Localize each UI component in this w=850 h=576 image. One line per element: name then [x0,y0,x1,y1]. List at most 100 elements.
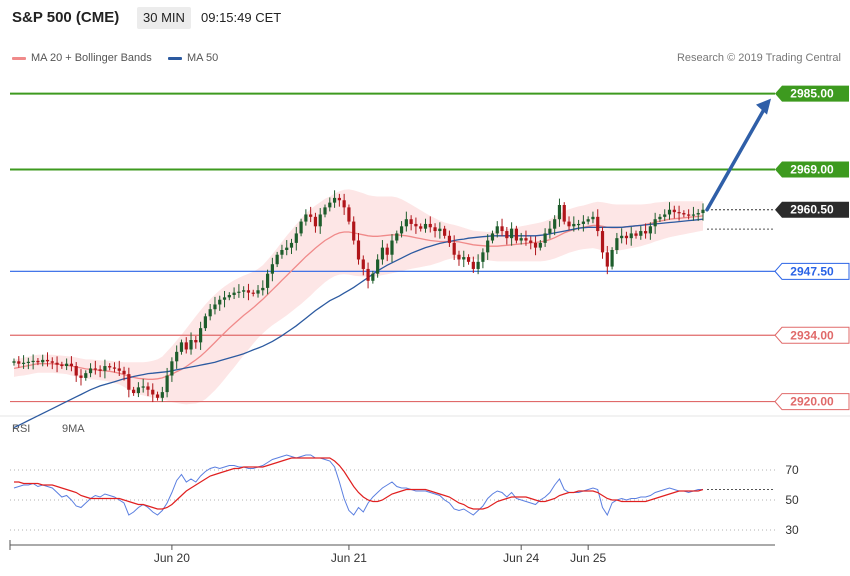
candle [505,227,509,245]
candle-body [17,361,21,364]
candle [356,232,361,265]
candle-body [615,238,619,250]
instrument-title: S&P 500 (CME) [12,9,120,26]
candle [313,212,318,233]
ma20-label: MA 20 + Bollinger Bands [31,52,152,64]
candle [232,287,236,300]
candle-body [194,340,198,343]
candle-body [452,242,456,255]
candle [347,204,351,225]
x-tick-label: Jun 20 [154,551,190,565]
candle-body [356,240,361,260]
candle-body [529,240,533,243]
candle-body [591,216,595,220]
timeframe-selector[interactable]: 30 MIN [137,7,191,29]
candle [466,254,471,265]
candle [495,221,499,238]
candle-body [31,360,35,363]
candle [658,214,662,223]
candle [653,212,657,234]
candle [98,365,102,378]
candle-body [88,368,93,374]
candle-body [122,370,126,375]
candle-body [443,228,447,236]
candle [605,245,609,275]
candle [69,356,74,372]
level-label-pivot: 2947.50 [774,262,850,280]
x-tick-label: Jun 25 [570,551,606,565]
candle-body [620,235,624,239]
candle [548,221,552,239]
candle [648,222,652,240]
candle [696,209,700,221]
x-tick-label: Jun 24 [503,551,539,565]
candle-body [701,209,705,214]
candle [538,240,542,251]
candle-body [548,228,552,234]
level-label-price: 2960.50 [775,201,849,218]
candle [160,386,164,402]
candle-body [189,340,193,350]
level-label-resistance: 2985.00 [775,85,849,102]
candle [332,190,337,208]
candle-body [404,219,408,227]
candle [213,296,217,315]
rsi-tick-label: 30 [785,523,799,537]
candle-body [605,252,609,267]
candle-body [447,235,452,243]
candle [26,357,30,370]
candle [519,232,523,245]
candle [328,197,332,212]
candle [237,284,241,298]
candle-body [146,386,150,390]
candle [289,238,294,255]
candle [691,206,696,221]
candle [41,354,45,367]
candle-body [505,231,509,239]
candle [557,198,562,227]
candle [428,216,432,233]
candle-body [639,231,643,236]
candle-body [127,374,131,390]
candle-body [237,291,241,293]
candle-body [495,226,499,234]
candle-body [462,257,466,260]
candle [199,321,203,350]
candle-body [132,389,136,394]
candle [275,251,279,268]
candle [390,234,394,263]
candle-body [50,361,54,363]
candle-body [313,216,318,227]
candle [136,382,141,398]
candle-body [600,231,605,253]
candle-body [476,261,480,269]
candle [84,370,88,381]
candle [615,232,619,255]
candle-body [141,386,145,388]
projection-arrow [705,105,767,212]
candle-body [524,238,528,241]
candle [261,280,265,296]
level-value: 2920.00 [790,395,834,409]
level-label-support: 2920.00 [774,393,850,411]
candle-body [98,369,102,371]
candle [55,356,59,373]
candle-body [165,375,169,393]
candle [299,218,303,237]
candle [17,356,21,368]
candle [629,227,633,246]
candle [112,362,117,373]
candle [443,225,447,239]
candle-body [596,216,600,232]
candle-body [419,226,423,229]
candle-body [155,394,160,398]
header-bar: S&P 500 (CME) 30 MIN 09:15:49 CET [0,0,850,38]
candle [634,230,638,239]
candle [309,206,313,223]
candle [476,254,480,275]
candle [352,216,356,245]
candle [404,211,408,232]
candle [222,290,227,308]
candle-body [280,250,284,255]
